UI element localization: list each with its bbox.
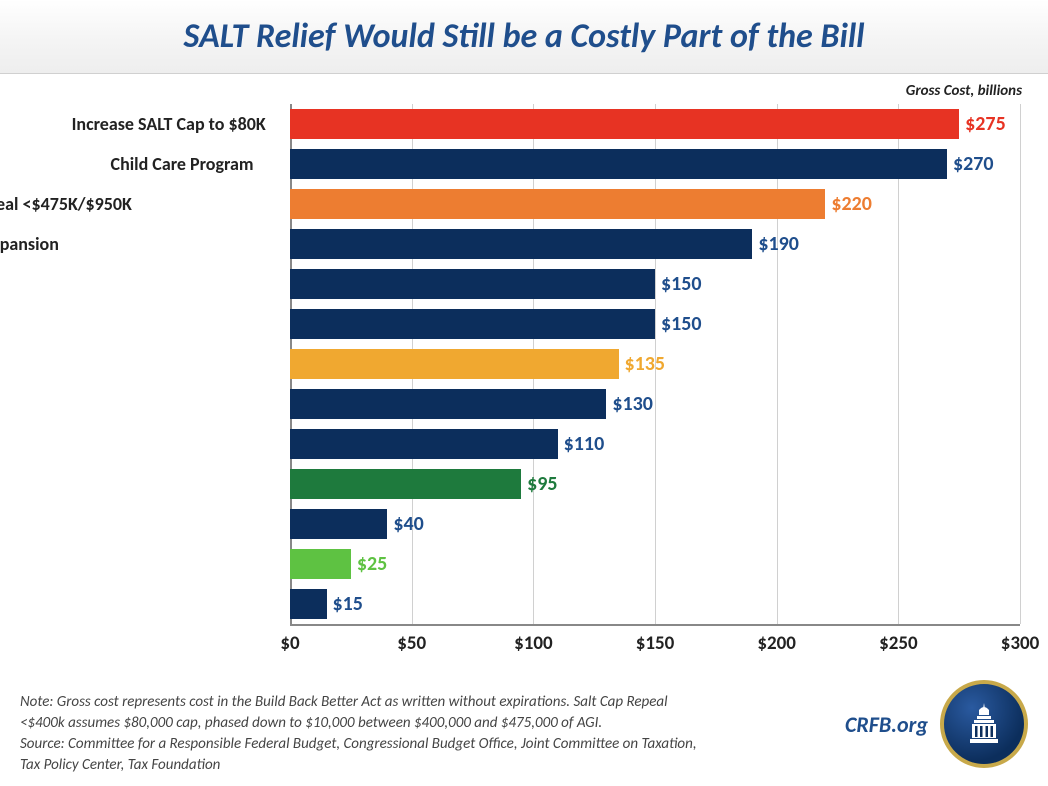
bar-row: Child Tax Credit Expansion$190 bbox=[290, 224, 799, 264]
bar bbox=[290, 229, 752, 259]
bar-value-label: $150 bbox=[661, 312, 702, 336]
x-tick-label: $100 bbox=[514, 632, 553, 655]
bar-value-label: $25 bbox=[357, 552, 387, 576]
bar bbox=[290, 589, 327, 619]
bar-value-label: $110 bbox=[564, 432, 605, 456]
bar-row: $25k SALT Cap <$400K AGI$95 bbox=[290, 464, 558, 504]
note-line: <$400k assumes $80,000 cap, phased down … bbox=[20, 713, 820, 734]
bar bbox=[290, 469, 521, 499]
bar-value-label: $220 bbox=[831, 192, 872, 216]
bar-value-label: $150 bbox=[661, 272, 702, 296]
bar-row: Universal Pre-K$110 bbox=[290, 424, 604, 464]
source-line: Source: Committee for a Responsible Fede… bbox=[20, 734, 820, 755]
note-line: Note: Gross cost represents cost in the … bbox=[20, 692, 820, 713]
bar-value-label: $130 bbox=[612, 392, 653, 416]
bar-row: Long-Term Care Investments$150 bbox=[290, 264, 702, 304]
gridline bbox=[1020, 104, 1021, 624]
bar-value-label: $135 bbox=[625, 352, 666, 376]
bar-value-label: $270 bbox=[953, 152, 994, 176]
bar bbox=[290, 309, 655, 339]
x-tick-label: $150 bbox=[636, 632, 675, 655]
footnotes: Note: Gross cost represents cost in the … bbox=[20, 692, 820, 776]
chart-title: SALT Relief Would Still be a Costly Part… bbox=[183, 16, 864, 57]
bar-value-label: $15 bbox=[333, 592, 363, 616]
brand-text: CRFB.org bbox=[845, 711, 928, 738]
bar bbox=[290, 189, 825, 219]
x-tick-label: $200 bbox=[757, 632, 796, 655]
x-tick-label: $250 bbox=[879, 632, 918, 655]
bar-category-label: Increase SALT Cap to $80K bbox=[6, 113, 266, 135]
bar bbox=[290, 509, 387, 539]
x-tick-label: $300 bbox=[1001, 632, 1040, 655]
bar-row: Housing Programs$150 bbox=[290, 304, 702, 344]
bar bbox=[290, 149, 947, 179]
title-bar: SALT Relief Would Still be a Costly Part… bbox=[0, 0, 1048, 74]
axis-title: Gross Cost, billions bbox=[906, 82, 1022, 100]
bar bbox=[290, 389, 606, 419]
bar bbox=[290, 109, 959, 139]
bar-row: SALT Cap Repeal <$400K$135 bbox=[290, 344, 665, 384]
bar bbox=[290, 549, 351, 579]
bar-row: EITC Expansion$15 bbox=[290, 584, 363, 624]
bar-category-label: Child Care Program bbox=[0, 153, 254, 175]
bar-row: ACA Expansions$130 bbox=[290, 384, 653, 424]
bar-row: Increase SALT Cap to $80K$275 bbox=[290, 104, 1006, 144]
bar-row: Higher Education$40 bbox=[290, 504, 424, 544]
bar-category-label: SALT Cap Repeal <$475K/$950K bbox=[0, 193, 132, 215]
bar-value-label: $190 bbox=[758, 232, 799, 256]
source-line: Tax Policy Center, Tax Foundation bbox=[20, 755, 820, 776]
plot-region: $0$50$100$150$200$250$300Increase SALT C… bbox=[290, 104, 1020, 624]
brand-block: CRFB.org bbox=[845, 680, 1028, 768]
capitol-icon bbox=[959, 699, 1009, 749]
bar-value-label: $95 bbox=[527, 472, 557, 496]
bar bbox=[290, 429, 558, 459]
bar-value-label: $275 bbox=[965, 112, 1006, 136]
bar bbox=[290, 269, 655, 299]
bar-row: SALT Cap Repeal <$475K/$950K$220 bbox=[290, 184, 872, 224]
x-tick-label: $50 bbox=[397, 632, 426, 655]
bar-value-label: $40 bbox=[393, 512, 423, 536]
bar-row: SALT Cap Repeal <$175K AGI$25 bbox=[290, 544, 387, 584]
logo-badge bbox=[940, 680, 1028, 768]
bar-row: Child Care Program$270 bbox=[290, 144, 994, 184]
bar bbox=[290, 349, 619, 379]
x-axis-line bbox=[290, 624, 1020, 626]
x-tick-label: $0 bbox=[280, 632, 299, 655]
chart-area: Gross Cost, billions $0$50$100$150$200$2… bbox=[20, 82, 1030, 672]
bar-category-label: Child Tax Credit Expansion bbox=[0, 233, 59, 255]
